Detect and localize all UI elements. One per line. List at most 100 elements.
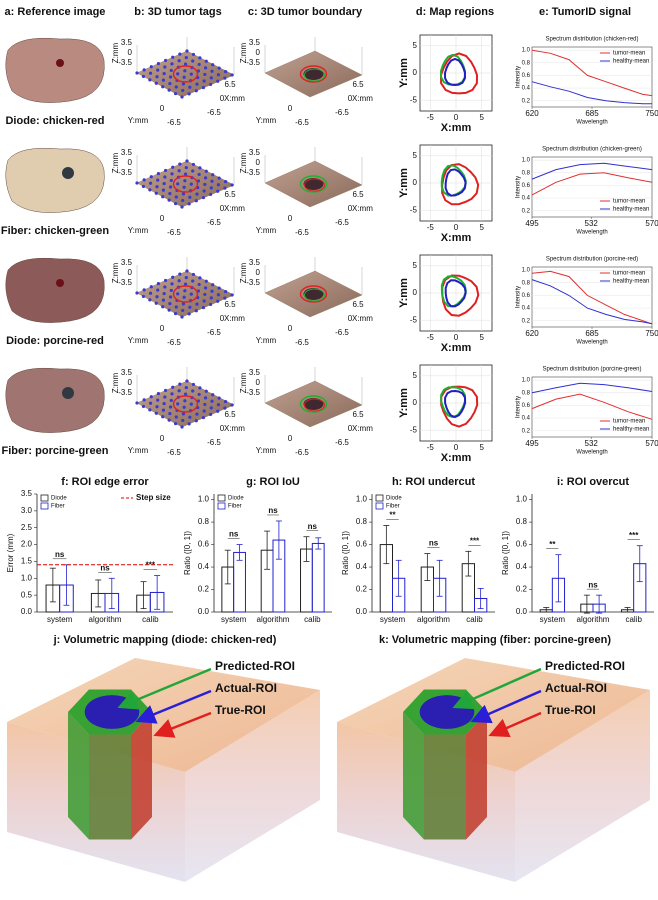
volume-side: [515, 690, 650, 882]
x-tick-label: 6.5: [352, 80, 364, 89]
x-axis-label: X:mm: [352, 94, 373, 103]
plot-frame: [531, 376, 653, 438]
y-tick-label: 5: [413, 151, 418, 160]
tag-point: [183, 179, 187, 183]
y-tick-label: -6.5: [295, 338, 309, 347]
tag-point: [182, 405, 186, 409]
tag-point: [169, 398, 173, 403]
tag-point: [195, 412, 199, 416]
tag-point: [162, 71, 166, 76]
roi-side: [424, 734, 466, 840]
x-tick-label: 0: [220, 424, 225, 433]
tag-point: [202, 299, 206, 303]
legend-label: tumor-mean: [613, 199, 645, 205]
tag-point: [177, 389, 181, 393]
significance-label: **: [389, 511, 396, 520]
tag-point: [169, 178, 173, 183]
tag-point: [142, 68, 146, 72]
tag-point: [204, 389, 208, 393]
reference-image: [5, 147, 105, 213]
chart-title: f: ROI edge error: [61, 476, 149, 488]
tag-point: [211, 173, 215, 177]
tumor-spot: [56, 279, 64, 287]
tag-point: [230, 403, 234, 407]
tag-point: [167, 198, 171, 202]
tag-point: [142, 178, 146, 182]
y-tick-label: 0: [288, 324, 293, 333]
y-tick-label: -6.5: [295, 228, 309, 237]
tumor-outline: [299, 175, 328, 193]
x-tick-label: 5: [479, 113, 484, 122]
x-tick-label: 532: [585, 439, 599, 448]
tag-point: [203, 176, 208, 180]
roi-arrow: [117, 667, 212, 710]
tag-point: [170, 282, 174, 286]
x-tick-label: 6.5: [352, 190, 364, 199]
tag-point: [171, 275, 175, 279]
tag-point: [198, 56, 202, 60]
tag-point: [189, 402, 193, 406]
tag-point: [183, 62, 188, 66]
tag-point: [188, 195, 192, 199]
row-label: Diode: chicken-red: [5, 115, 104, 127]
reference-image: [5, 257, 105, 323]
y-axis-label: Intensity: [516, 176, 522, 198]
tag-point: [163, 58, 168, 63]
z-tick-label: 0: [256, 378, 261, 387]
tag-point: [195, 192, 199, 196]
roi-label: Actual-ROI: [545, 681, 607, 695]
tag-point: [181, 418, 185, 423]
tag-point: [201, 85, 206, 90]
tag-point: [194, 309, 198, 313]
legend-label: Diode: [228, 496, 244, 502]
tag-point: [209, 406, 213, 410]
significance-label: ns: [100, 563, 110, 572]
y-tick-label: -6.5: [295, 448, 309, 457]
y-tick-label: -5: [410, 315, 418, 324]
tag-point: [204, 169, 208, 173]
tumor-outline: [304, 178, 325, 192]
tag-point: [161, 408, 166, 412]
tag-point: [154, 191, 158, 195]
x-tick-label: 570: [645, 439, 658, 448]
tag-point: [168, 81, 172, 86]
region-contour: [444, 389, 467, 419]
y-tick-label: 0: [160, 434, 165, 443]
y-tick-label: 0.4: [516, 562, 528, 571]
tag-point: [198, 276, 202, 280]
tag-point: [161, 298, 166, 302]
column-title: e: TumorID signal: [539, 6, 631, 18]
tag-point: [176, 182, 180, 186]
tag-point: [174, 305, 178, 309]
legend-label: healthy-mean: [613, 207, 649, 213]
z-tick-label: 3.5: [121, 148, 133, 157]
tag-point: [187, 92, 191, 96]
tag-point: [149, 175, 153, 179]
y-tick-label: 0.5: [21, 590, 33, 599]
tag-point: [194, 419, 198, 423]
tag-point: [170, 392, 174, 396]
tag-point: [201, 305, 206, 310]
z-tick-label: 3.5: [249, 148, 261, 157]
tag-point: [191, 52, 196, 57]
y-tick-label: 0.8: [522, 170, 531, 176]
tag-point: [163, 395, 167, 399]
x-tick-label: -6.5: [335, 438, 349, 447]
legend-label: tumor-mean: [613, 419, 645, 425]
x-axis-label: X:mm: [224, 314, 245, 323]
tag-point: [174, 85, 178, 89]
tag-point: [210, 69, 214, 73]
tag-point: [170, 172, 174, 176]
y-axis-label: Y:mm: [398, 278, 410, 308]
tag-point: [163, 175, 167, 179]
roi-label: Predicted-ROI: [215, 659, 295, 673]
x-tick-label: 0: [348, 314, 353, 323]
tag-point: [189, 72, 193, 76]
y-tick-label: 0.0: [356, 607, 368, 616]
tag-point: [168, 295, 173, 299]
roi-arrow: [488, 711, 542, 738]
x-tick-label: 6.5: [224, 80, 236, 89]
tag-point: [223, 76, 227, 80]
region-contour: [444, 279, 467, 308]
x-axis-label: X:mm: [224, 424, 245, 433]
